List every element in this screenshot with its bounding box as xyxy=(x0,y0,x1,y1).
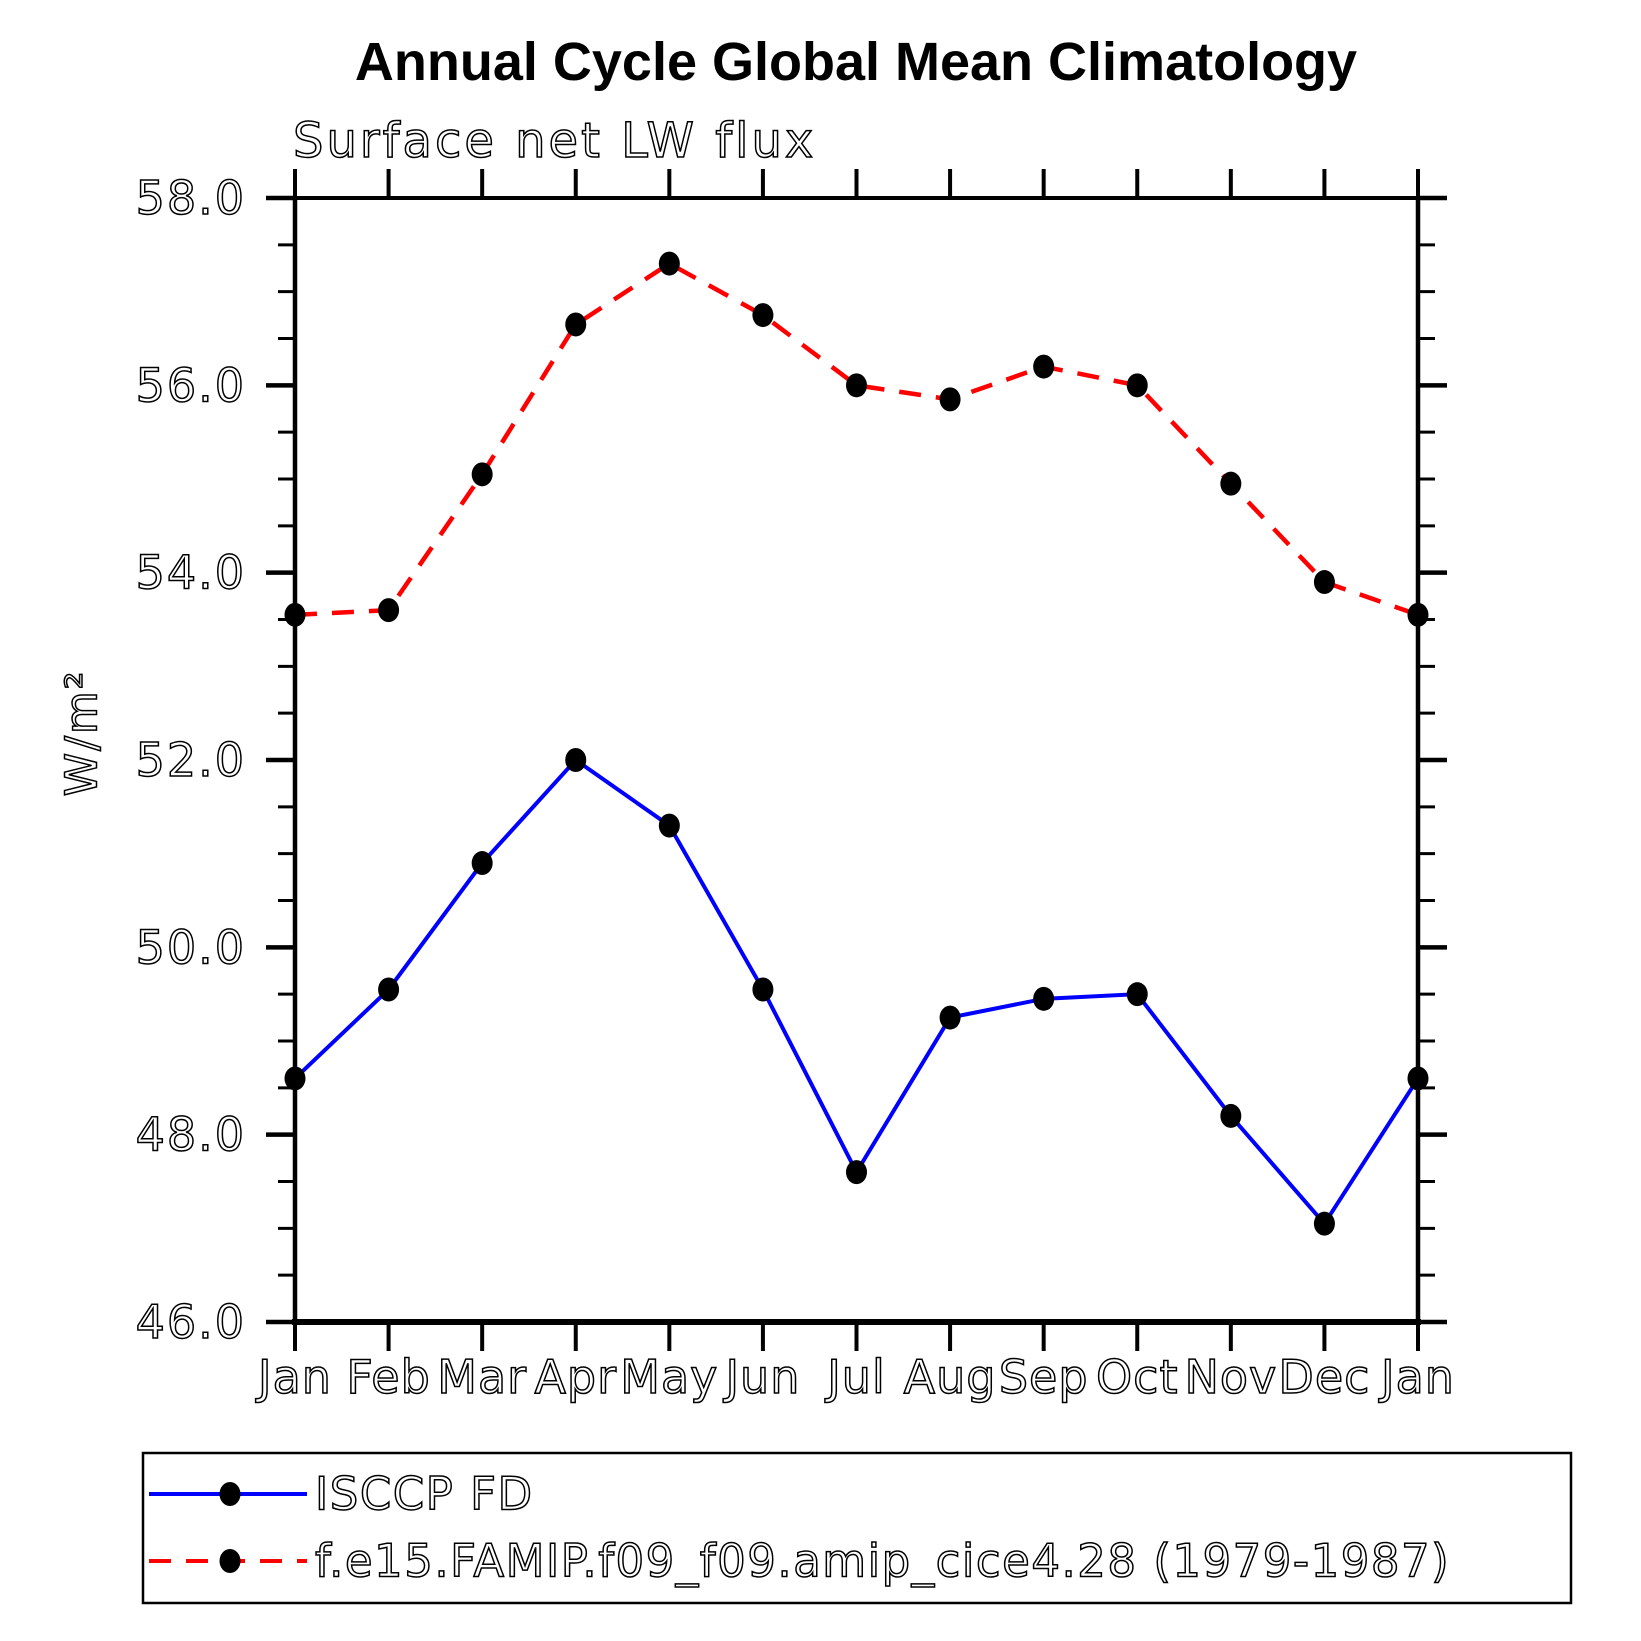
data-point-marker xyxy=(1033,986,1055,1011)
y-tick-label: 52.0 xyxy=(136,733,246,787)
legend-marker-circle xyxy=(219,1482,241,1506)
y-axis-label: W/m² xyxy=(57,670,108,797)
y-tick-label: 54.0 xyxy=(136,546,246,600)
x-tick-label: Oct xyxy=(1096,1350,1179,1404)
legend-label-isccp-fd: ISCCP FD xyxy=(315,1468,534,1521)
data-point-marker xyxy=(471,851,493,876)
legend-marker-circle xyxy=(219,1549,241,1573)
series-line-dashed xyxy=(294,260,1419,618)
y-tick-label: 58.0 xyxy=(136,171,246,225)
x-tick-label: Mar xyxy=(437,1350,527,1404)
legend-box xyxy=(141,1451,1573,1605)
data-point-marker xyxy=(1407,602,1429,627)
y-tick-label: 56.0 xyxy=(136,358,246,412)
y-tick-label: 50.0 xyxy=(136,920,246,974)
chart-title: Annual Cycle Global Mean Climatology xyxy=(355,32,1357,92)
data-point-marker xyxy=(939,1005,961,1030)
data-point-marker xyxy=(939,387,961,412)
y-tick-label: 48.0 xyxy=(136,1108,246,1162)
data-point-marker xyxy=(471,462,493,487)
data-point-marker xyxy=(378,977,400,1002)
legend: ISCCP FD f.e15.FAMIP.f09_f09.amip_cice4.… xyxy=(141,1451,1573,1605)
x-tick-label: Jan xyxy=(1378,1350,1455,1404)
y-tick-label: 46.0 xyxy=(136,1295,246,1349)
x-tick-label: Sep xyxy=(999,1350,1089,1404)
data-point-marker xyxy=(565,748,587,772)
data-point-marker xyxy=(1126,982,1148,1007)
x-tick-label: Dec xyxy=(1278,1350,1370,1404)
data-point-marker xyxy=(658,813,680,838)
x-tick-label: Jun xyxy=(722,1350,800,1404)
data-point-marker xyxy=(1126,373,1148,398)
data-point-marker xyxy=(752,977,774,1002)
x-tick-label: Apr xyxy=(534,1350,617,1404)
series-line-solid xyxy=(293,757,1420,1227)
data-point-marker xyxy=(378,598,400,623)
chart-subtitle: Surface net LW flux xyxy=(293,113,816,169)
x-tick-label: Jan xyxy=(255,1350,332,1404)
plot-area: 46.0 48.0 50.0 52.0 54.0 56.0 58.0 Jan Feb Mar Apr… xyxy=(135,169,1455,1405)
x-tick-label: May xyxy=(620,1350,718,1404)
data-point-marker xyxy=(1220,471,1242,496)
x-tick-label: Jul xyxy=(824,1350,886,1404)
data-point-marker xyxy=(1220,1103,1242,1128)
data-point-marker xyxy=(846,373,867,398)
legend-label-model-run: f.e15.FAMIP.f09_f09.amip_cice4.28 (1979-… xyxy=(315,1535,1450,1588)
x-tick-label: Aug xyxy=(904,1350,997,1404)
data-point-marker xyxy=(284,1066,306,1091)
data-point-marker xyxy=(284,602,306,627)
x-tick-label: Nov xyxy=(1184,1350,1277,1404)
data-point-marker xyxy=(846,1160,867,1185)
data-point-marker xyxy=(752,303,774,328)
x-tick-label: Feb xyxy=(346,1350,430,1404)
data-point-marker xyxy=(1407,1066,1429,1091)
data-point-marker xyxy=(1313,570,1335,595)
data-point-marker xyxy=(1033,354,1055,379)
data-point-marker xyxy=(658,251,680,276)
data-point-marker xyxy=(565,312,587,337)
data-point-marker xyxy=(1313,1211,1335,1236)
